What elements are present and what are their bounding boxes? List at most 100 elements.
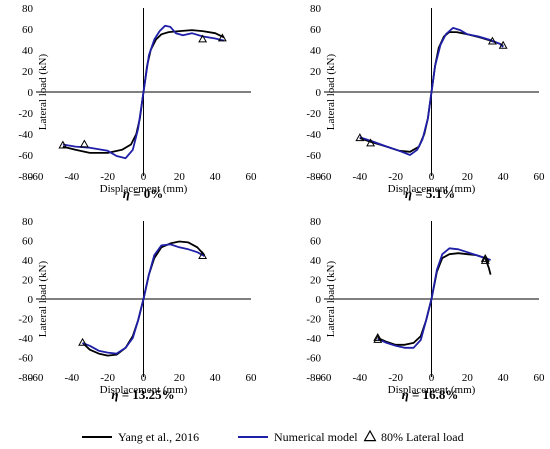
x-tick-label: 60 [534,171,546,183]
x-tick-label: 60 [534,372,546,384]
legend-label-80pct: 80% Lateral load [381,430,464,444]
x-tick-label: 0 [429,372,435,384]
y-tick-label: 0 [316,294,322,306]
marker-80pct-triangle [198,34,208,43]
y-tick-label: -40 [18,129,33,141]
marker-80pct-triangle [487,36,497,45]
y-tick-label: -60 [18,353,33,365]
legend-label-numerical: Numerical model [274,430,358,444]
series-line-numerical [62,24,225,160]
y-tick-label: -20 [18,314,33,326]
marker-80pct-triangle [58,140,68,149]
x-tick-label: 0 [429,171,435,183]
x-tick-label: 40 [210,171,222,183]
y-tick-label: 0 [316,87,322,99]
x-axis-title: Displacement (mm) [100,384,188,396]
x-tick-label: -60 [29,171,44,183]
y-tick-label: -20 [306,108,321,120]
y-tick-label: 20 [22,66,34,78]
legend: Yang et al., 2016 Numerical model 80% La… [82,429,464,444]
y-tick-label: -60 [306,150,321,162]
y-tick-label: 0 [28,294,34,306]
series-line-numerical [377,247,491,349]
x-tick-label: 20 [174,372,186,384]
x-tick-label: -20 [100,171,115,183]
y-tick-label: 20 [310,275,322,287]
x-tick-label: 40 [498,171,510,183]
y-tick-label: -80 [306,372,321,384]
y-axis-title: Lateral load (kN) [325,260,337,337]
y-tick-label: 40 [22,45,34,57]
panel-caption: η = 5.1% [405,186,455,201]
x-tick-label: 0 [141,171,147,183]
y-tick-label: -20 [18,108,33,120]
x-tick-label: 40 [210,372,222,384]
x-tick-label: 20 [174,171,186,183]
x-tick-label: -40 [352,171,367,183]
marker-80pct-triangle [373,334,383,343]
y-axis-title: Lateral load (kN) [325,53,337,130]
y-tick-label: -60 [306,353,321,365]
x-tick-label: -20 [100,372,115,384]
panel-caption: η = 13.25% [111,387,174,402]
legend-triangle-icon [363,429,377,442]
y-tick-label: 80 [22,3,34,15]
y-tick-label: 80 [310,216,322,228]
y-tick-label: 80 [310,3,322,15]
y-tick-label: -80 [306,171,321,183]
x-tick-label: 20 [462,372,474,384]
x-axis-title: Displacement (mm) [388,183,476,195]
y-tick-label: -80 [18,171,33,183]
marker-80pct-triangle [480,254,490,262]
y-tick-label: 20 [22,275,34,287]
y-tick-label: 60 [22,236,34,248]
y-tick-label: 60 [310,236,322,248]
series-line-numerical [82,243,205,355]
y-axis-title: Lateral load (kN) [37,260,49,337]
x-tick-label: 20 [462,171,474,183]
marker-80pct-triangle [373,332,383,341]
y-tick-label: 60 [22,24,34,36]
marker-80pct-triangle [78,337,88,346]
marker-80pct-triangle [498,40,508,49]
y-tick-label: 20 [310,66,322,78]
y-tick-label: -40 [18,333,33,345]
y-tick-label: -40 [306,129,321,141]
x-axis-title: Displacement (mm) [100,183,188,195]
marker-80pct-triangle [366,138,376,147]
panel-caption: η = 0% [123,186,164,201]
y-tick-label: 80 [22,216,34,228]
series-line-numerical [359,26,504,156]
marker-80pct-triangle [355,133,365,142]
y-tick-label: 40 [310,45,322,57]
legend-label-yang: Yang et al., 2016 [118,430,199,444]
x-tick-label: 40 [498,372,510,384]
y-tick-label: -20 [306,314,321,326]
x-axis-title: Displacement (mm) [388,384,476,396]
marker-80pct-triangle [217,33,227,42]
marker-80pct-triangle [79,139,89,148]
x-tick-label: 60 [246,372,258,384]
x-tick-label: -40 [352,372,367,384]
x-tick-label: 60 [246,171,258,183]
y-tick-label: -60 [18,150,33,162]
y-tick-label: -80 [18,372,33,384]
panel-caption: η = 16.8% [402,387,459,402]
x-tick-label: -60 [317,171,332,183]
x-tick-label: -60 [317,372,332,384]
x-tick-label: -40 [64,171,79,183]
x-tick-label: -60 [29,372,44,384]
y-tick-label: 60 [310,24,322,36]
y-tick-label: 40 [310,255,322,267]
x-tick-label: -20 [388,171,403,183]
y-axis-title: Lateral load (kN) [37,53,49,130]
marker-80pct-triangle [198,251,208,259]
marker-80pct-triangle [480,255,490,264]
y-tick-label: 40 [22,255,34,267]
y-tick-label: 0 [28,87,34,99]
